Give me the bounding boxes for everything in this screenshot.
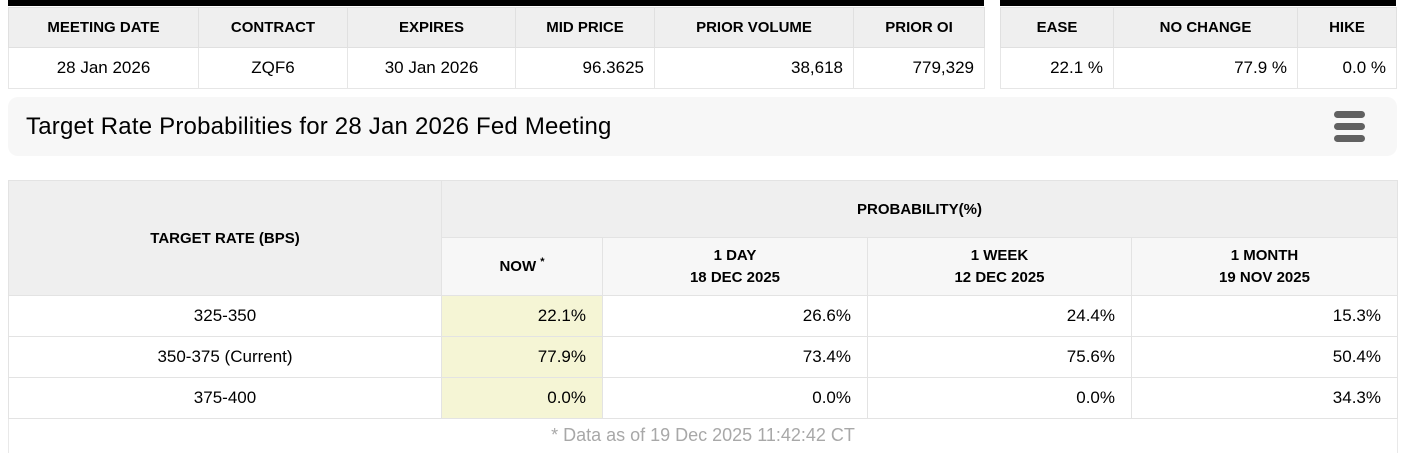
probability-sub-header-row: NOW * 1 DAY 18 DEC 2025 1 WEEK 12 DEC 20… xyxy=(9,237,1398,296)
1-week-probability: 24.4% xyxy=(867,295,1132,337)
expires-value: 30 Jan 2026 xyxy=(347,47,516,89)
contract-summary-table: MEETING DATE CONTRACT EXPIRES MID PRICE … xyxy=(8,7,985,89)
probability-group-header-row: TARGET RATE (BPS) PROBABILITY(%) xyxy=(8,180,1398,296)
now-probability: 22.1% xyxy=(441,295,603,337)
target-rate-range: 375-400 xyxy=(8,377,442,419)
rate-action-data-row: 22.1 % 77.9 % 0.0 % xyxy=(1000,47,1397,89)
col-header-contract: CONTRACT xyxy=(198,7,348,48)
col-header-1-month: 1 MONTH 19 NOV 2025 xyxy=(1131,237,1398,296)
col-header-hike: HIKE xyxy=(1297,7,1397,48)
prior-oi-value: 779,329 xyxy=(853,47,985,89)
1-day-probability: 0.0% xyxy=(602,377,868,419)
1-day-probability: 73.4% xyxy=(602,336,868,378)
1-month-probability: 50.4% xyxy=(1131,336,1398,378)
mid-price-value: 96.3625 xyxy=(515,47,655,89)
col-header-mid-price: MID PRICE xyxy=(515,7,655,48)
col-header-prior-oi: PRIOR OI xyxy=(853,7,985,48)
contract-summary-data-row: 28 Jan 2026 ZQF6 30 Jan 2026 96.3625 38,… xyxy=(8,47,985,89)
col-header-expires: EXPIRES xyxy=(347,7,516,48)
data-as-of-footnote: * Data as of 19 Dec 2025 11:42:42 CT xyxy=(8,418,1398,453)
col-header-1-week: 1 WEEK 12 DEC 2025 xyxy=(867,237,1132,296)
col-header-prior-volume: PRIOR VOLUME xyxy=(654,7,854,48)
probability-row-350-375-current: 350-375 (Current) 77.9% 73.4% 75.6% 50.4… xyxy=(8,336,1398,378)
contract-summary-header-row: MEETING DATE CONTRACT EXPIRES MID PRICE … xyxy=(8,7,985,48)
col-header-now: NOW * xyxy=(441,237,603,296)
target-rate-bps-header: TARGET RATE (BPS) xyxy=(8,180,442,296)
col-header-no-change: NO CHANGE xyxy=(1113,7,1298,48)
probability-row-375-400: 375-400 0.0% 0.0% 0.0% 34.3% xyxy=(8,377,1398,419)
1-week-probability: 0.0% xyxy=(867,377,1132,419)
now-probability: 77.9% xyxy=(441,336,603,378)
hike-value: 0.0 % xyxy=(1297,47,1397,89)
target-rate-range: 325-350 xyxy=(8,295,442,337)
col-header-1-day: 1 DAY 18 DEC 2025 xyxy=(602,237,868,296)
rate-action-header-row: EASE NO CHANGE HIKE xyxy=(1000,7,1397,48)
now-probability: 0.0% xyxy=(441,377,603,419)
rate-action-table: EASE NO CHANGE HIKE 22.1 % 77.9 % 0.0 % xyxy=(1000,7,1397,89)
1-month-probability: 34.3% xyxy=(1131,377,1398,419)
target-rate-range: 350-375 (Current) xyxy=(8,336,442,378)
top-black-bar-right xyxy=(1000,0,1396,6)
probability-group-header: PROBABILITY(%) xyxy=(441,180,1398,238)
top-black-bar-left xyxy=(8,0,984,6)
1-day-probability: 26.6% xyxy=(602,295,868,337)
hamburger-menu-icon xyxy=(1333,123,1365,130)
1-month-probability: 15.3% xyxy=(1131,295,1398,337)
page-title: Target Rate Probabilities for 28 Jan 202… xyxy=(26,112,612,140)
hamburger-menu-icon xyxy=(1333,111,1365,118)
hamburger-menu-icon xyxy=(1333,135,1365,142)
footnote-asterisk: * xyxy=(540,256,545,269)
chart-menu-button[interactable] xyxy=(1329,110,1369,144)
no-change-value: 77.9 % xyxy=(1113,47,1298,89)
probability-row-325-350: 325-350 22.1% 26.6% 24.4% 15.3% xyxy=(8,295,1398,337)
footnote-row: * Data as of 19 Dec 2025 11:42:42 CT xyxy=(8,418,1398,453)
col-header-meeting-date: MEETING DATE xyxy=(8,7,199,48)
col-header-ease: EASE xyxy=(1000,7,1114,48)
1-week-probability: 75.6% xyxy=(867,336,1132,378)
prior-volume-value: 38,618 xyxy=(654,47,854,89)
chart-title-panel: Target Rate Probabilities for 28 Jan 202… xyxy=(8,97,1397,156)
target-rate-probability-table: TARGET RATE (BPS) PROBABILITY(%) NOW * 1… xyxy=(8,180,1398,453)
ease-value: 22.1 % xyxy=(1000,47,1114,89)
meeting-date-value: 28 Jan 2026 xyxy=(8,47,199,89)
contract-value: ZQF6 xyxy=(198,47,348,89)
